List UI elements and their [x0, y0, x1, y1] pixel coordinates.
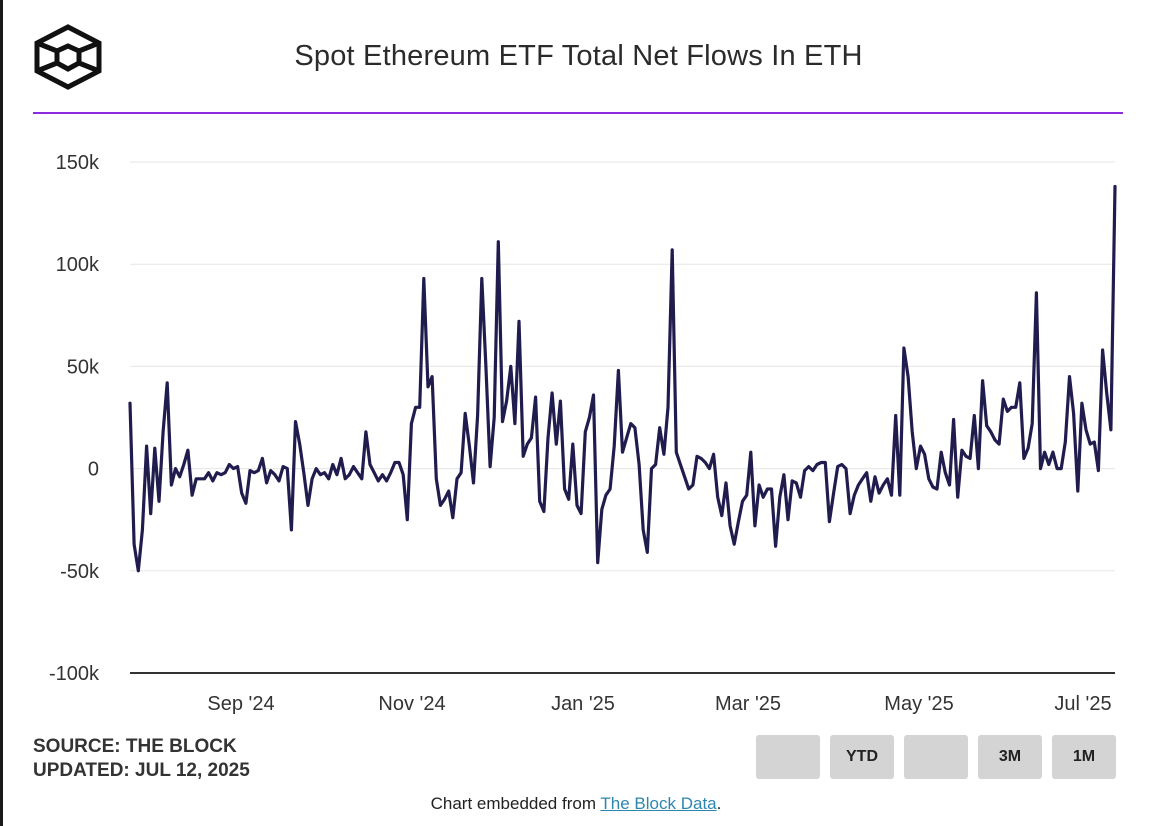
x-tick-label: May '25 [884, 693, 953, 715]
y-tick-label: -50k [60, 561, 100, 583]
source-info: SOURCE: THE BLOCK UPDATED: JUL 12, 2025 [33, 735, 250, 783]
y-tick-label: 100k [56, 254, 100, 276]
x-tick-label: Mar '25 [715, 693, 781, 715]
x-tick-label: Nov '24 [378, 693, 445, 715]
y-tick-label: -100k [49, 663, 100, 685]
x-tick-label: Jul '25 [1054, 693, 1111, 715]
x-tick-label: Jan '25 [551, 693, 615, 715]
range-button-3[interactable] [904, 735, 968, 779]
range-button-1[interactable] [756, 735, 820, 779]
left-frame-border [0, 0, 3, 826]
y-tick-label: 150k [56, 152, 100, 174]
range-button-3m[interactable]: 3M [978, 735, 1042, 779]
title-divider [33, 112, 1123, 114]
embed-prefix: Chart embedded from [430, 794, 601, 813]
series-line-net-flows [128, 184, 1117, 573]
range-button-ytd[interactable]: YTD [830, 735, 894, 779]
y-tick-label: 0 [88, 459, 99, 481]
net-flows-line-chart: 150k 100k 50k 0 -50k -100k Sep '24 Nov '24 Jan '… [49, 152, 1117, 715]
source-label: SOURCE: THE BLOCK [33, 736, 237, 757]
updated-label: UPDATED: JUL 12, 2025 [33, 760, 250, 781]
embed-suffix: . [716, 794, 722, 813]
the-block-cube-logo-icon [34, 24, 102, 90]
x-tick-label: Sep '24 [207, 693, 274, 715]
embed-credit: Chart embedded from The Block Data. [0, 794, 1152, 814]
range-button-1m[interactable]: 1M [1052, 735, 1116, 779]
the-block-data-link[interactable]: The Block Data [600, 794, 717, 813]
chart-title: Spot Ethereum ETF Total Net Flows In ETH [294, 40, 863, 72]
y-tick-label: 50k [67, 356, 100, 378]
